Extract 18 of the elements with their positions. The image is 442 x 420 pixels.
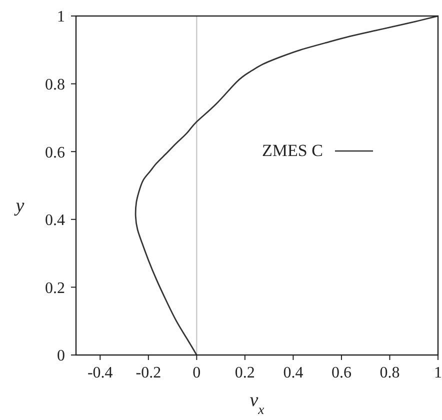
x-tick-label: -0.4	[87, 364, 113, 382]
y-tick-label: 0	[57, 348, 65, 365]
x-tick-label: 1	[434, 364, 442, 382]
x-tick-label: 0.8	[380, 364, 400, 382]
x-tick-label: 0.6	[331, 364, 352, 382]
x-tick-label: -0.2	[136, 364, 162, 382]
x-axis-title: v$_{x}$	[250, 390, 264, 416]
line-series	[134, 16, 438, 355]
y-tick-label: 0.6	[45, 144, 65, 162]
legend-label: ZMES C	[262, 141, 323, 162]
x-tick-label: 0.4	[283, 364, 304, 382]
x-tick-label: 0	[192, 364, 201, 382]
y-tick-label: 0.4	[45, 212, 65, 230]
x-tick-label: 0.2	[234, 364, 255, 382]
y-tick-label: 0.8	[45, 76, 65, 94]
y-tick-label: 1	[57, 8, 65, 26]
y-tick-label: 0.2	[45, 280, 65, 297]
y-axis-title: y	[14, 196, 25, 216]
